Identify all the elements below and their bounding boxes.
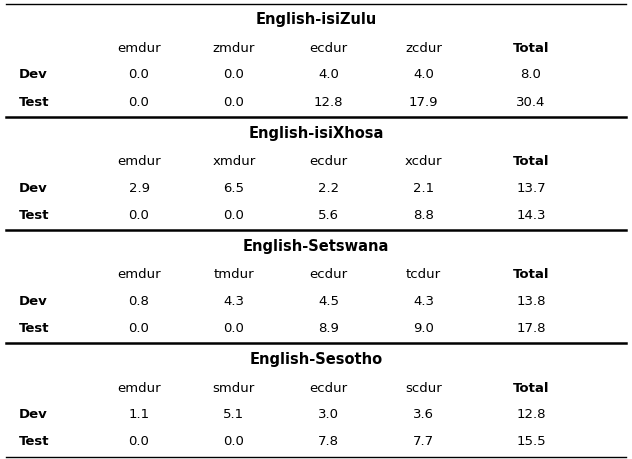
Text: ecdur: ecdur xyxy=(310,268,348,280)
Text: Test: Test xyxy=(19,434,49,448)
Text: 5.1: 5.1 xyxy=(223,407,245,420)
Text: English-Setswana: English-Setswana xyxy=(243,238,389,253)
Text: 12.8: 12.8 xyxy=(314,95,343,108)
Text: xmdur: xmdur xyxy=(212,155,255,168)
Text: 15.5: 15.5 xyxy=(516,434,545,448)
Text: 9.0: 9.0 xyxy=(413,321,434,334)
Text: Test: Test xyxy=(19,95,49,108)
Text: Test: Test xyxy=(19,321,49,334)
Text: emdur: emdur xyxy=(117,268,161,280)
Text: tmdur: tmdur xyxy=(214,268,254,280)
Text: 7.7: 7.7 xyxy=(413,434,434,448)
Text: Dev: Dev xyxy=(19,294,47,307)
Text: 14.3: 14.3 xyxy=(516,208,545,221)
Text: Total: Total xyxy=(513,381,549,394)
Text: Total: Total xyxy=(513,268,549,280)
Text: ecdur: ecdur xyxy=(310,381,348,394)
Text: 4.0: 4.0 xyxy=(413,68,434,81)
Text: 3.0: 3.0 xyxy=(318,407,339,420)
Text: smdur: smdur xyxy=(213,381,255,394)
Text: Total: Total xyxy=(513,42,549,55)
Text: Test: Test xyxy=(19,208,49,221)
Text: emdur: emdur xyxy=(117,42,161,55)
Text: 0.0: 0.0 xyxy=(128,321,150,334)
Text: ecdur: ecdur xyxy=(310,155,348,168)
Text: ecdur: ecdur xyxy=(310,42,348,55)
Text: 0.0: 0.0 xyxy=(223,208,245,221)
Text: tcdur: tcdur xyxy=(406,268,441,280)
Text: 8.9: 8.9 xyxy=(318,321,339,334)
Text: 17.9: 17.9 xyxy=(409,95,438,108)
Text: 0.0: 0.0 xyxy=(128,434,150,448)
Text: 12.8: 12.8 xyxy=(516,407,545,420)
Text: 2.2: 2.2 xyxy=(318,181,339,194)
Text: 0.0: 0.0 xyxy=(223,434,245,448)
Text: 1.1: 1.1 xyxy=(128,407,150,420)
Text: English-isiZulu: English-isiZulu xyxy=(255,12,377,28)
Text: 4.5: 4.5 xyxy=(318,294,339,307)
Text: 2.1: 2.1 xyxy=(413,181,434,194)
Text: 5.6: 5.6 xyxy=(318,208,339,221)
Text: 0.0: 0.0 xyxy=(128,68,150,81)
Text: zcdur: zcdur xyxy=(405,42,442,55)
Text: 8.0: 8.0 xyxy=(520,68,542,81)
Text: zmdur: zmdur xyxy=(212,42,255,55)
Text: xcdur: xcdur xyxy=(404,155,442,168)
Text: 0.0: 0.0 xyxy=(223,321,245,334)
Text: English-isiXhosa: English-isiXhosa xyxy=(248,125,384,140)
Text: 3.6: 3.6 xyxy=(413,407,434,420)
Text: 7.8: 7.8 xyxy=(318,434,339,448)
Text: 4.0: 4.0 xyxy=(318,68,339,81)
Text: English-Sesotho: English-Sesotho xyxy=(250,352,382,366)
Text: 13.7: 13.7 xyxy=(516,181,545,194)
Text: emdur: emdur xyxy=(117,381,161,394)
Text: scdur: scdur xyxy=(405,381,442,394)
Text: 0.0: 0.0 xyxy=(223,68,245,81)
Text: 2.9: 2.9 xyxy=(128,181,150,194)
Text: 13.8: 13.8 xyxy=(516,294,545,307)
Text: Dev: Dev xyxy=(19,407,47,420)
Text: 4.3: 4.3 xyxy=(223,294,245,307)
Text: 17.8: 17.8 xyxy=(516,321,545,334)
Text: 30.4: 30.4 xyxy=(516,95,545,108)
Text: 4.3: 4.3 xyxy=(413,294,434,307)
Text: emdur: emdur xyxy=(117,155,161,168)
Text: 6.5: 6.5 xyxy=(223,181,245,194)
Text: Total: Total xyxy=(513,155,549,168)
Text: 0.8: 0.8 xyxy=(128,294,150,307)
Text: 0.0: 0.0 xyxy=(223,95,245,108)
Text: 0.0: 0.0 xyxy=(128,208,150,221)
Text: Dev: Dev xyxy=(19,68,47,81)
Text: Dev: Dev xyxy=(19,181,47,194)
Text: 8.8: 8.8 xyxy=(413,208,434,221)
Text: 0.0: 0.0 xyxy=(128,95,150,108)
